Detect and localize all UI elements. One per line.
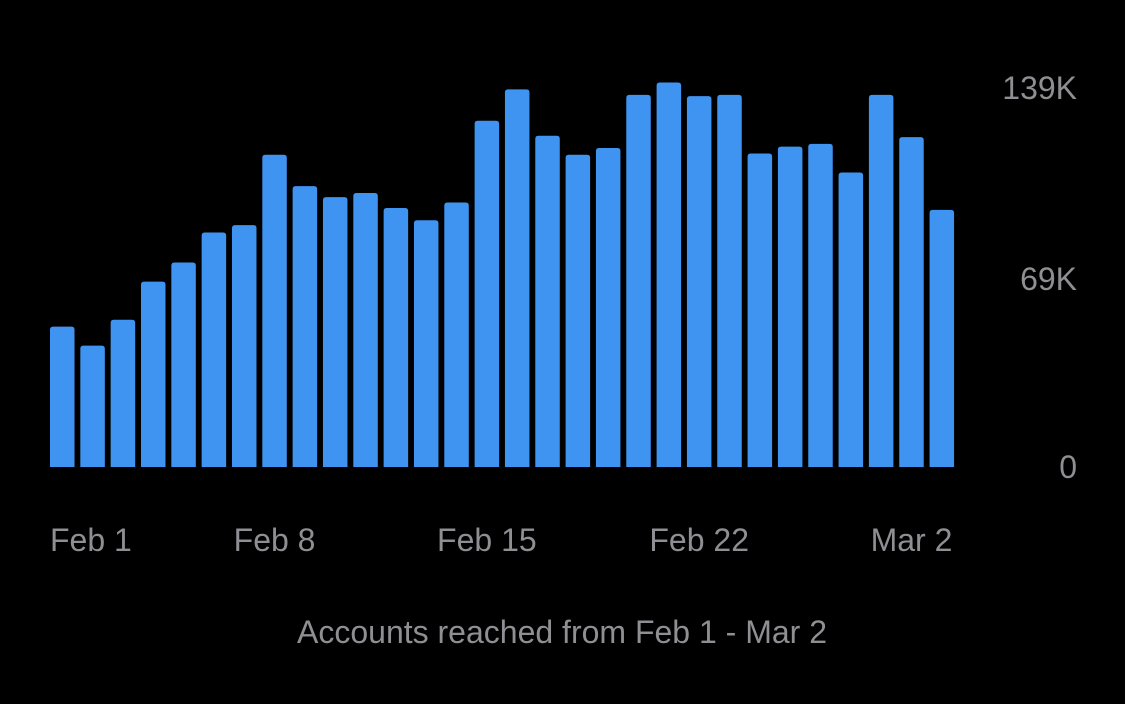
bar-feb-12 — [383, 207, 409, 467]
bar-feb-14 — [444, 202, 469, 467]
bar-feb-2 — [80, 345, 105, 467]
bar-feb-9 — [292, 186, 318, 468]
bar-feb-25 — [777, 146, 803, 467]
bar-mar-1 — [899, 137, 924, 467]
bar-feb-8 — [262, 154, 287, 467]
bar-feb-5 — [171, 262, 196, 467]
bar-feb-15 — [474, 120, 500, 467]
bar-feb-27 — [838, 172, 864, 467]
bar-feb-23 — [717, 94, 742, 468]
bar-feb-10 — [322, 197, 348, 467]
bar-feb-20 — [626, 94, 651, 468]
bar-feb-21 — [656, 82, 682, 468]
chart-caption: Accounts reached from Feb 1 - Mar 2 — [297, 614, 827, 650]
bar-feb-7 — [231, 225, 257, 467]
y-tick-label-0: 0 — [1059, 449, 1077, 485]
bar-feb-1 — [50, 326, 75, 467]
bar-feb-19 — [595, 147, 621, 468]
y-tick-label-69k: 69K — [1020, 261, 1077, 297]
bar-feb-22 — [686, 96, 712, 467]
bar-feb-11 — [353, 192, 378, 467]
bar-feb-4 — [140, 281, 166, 467]
x-tick-label-mar-2: Mar 2 — [871, 522, 953, 558]
bar-feb-26 — [808, 143, 833, 467]
x-tick-label-feb-8: Feb 8 — [234, 522, 316, 558]
x-tick-label-feb-15: Feb 15 — [437, 522, 537, 558]
bar-feb-17 — [535, 135, 560, 467]
bar-feb-18 — [565, 154, 591, 467]
bar-feb-24 — [747, 153, 773, 467]
bar-feb-6 — [201, 232, 227, 467]
bar-mar-2 — [929, 209, 955, 467]
x-tick-label-feb-1: Feb 1 — [50, 522, 132, 558]
x-tick-label-feb-22: Feb 22 — [649, 522, 749, 558]
y-tick-label-139k: 139K — [1002, 70, 1077, 106]
x-axis-ticks: Feb 1 Feb 8 Feb 15 Feb 22 Mar 2 — [50, 522, 952, 558]
bar-feb-13 — [413, 220, 439, 467]
bar-feb-3 — [110, 319, 136, 467]
bar-feb-28 — [868, 94, 894, 468]
bar-feb-16 — [504, 89, 530, 467]
bars-group — [50, 82, 955, 468]
y-axis-ticks: 139K 69K 0 — [1002, 70, 1077, 485]
